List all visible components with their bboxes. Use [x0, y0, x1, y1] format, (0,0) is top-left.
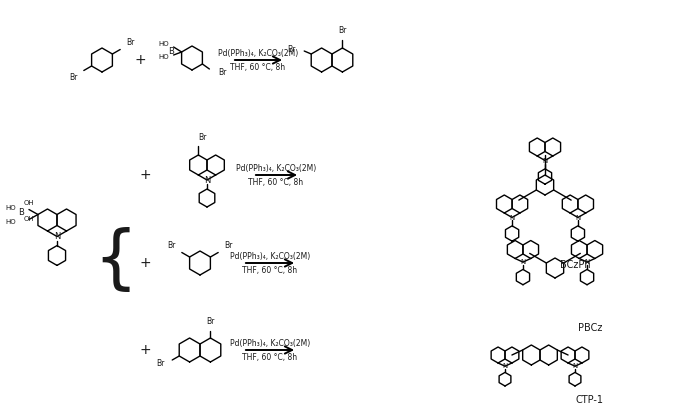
Text: CTP-1: CTP-1 [576, 395, 604, 405]
Text: Pd(PPh₃)₄, K₂CO₃(2M): Pd(PPh₃)₄, K₂CO₃(2M) [236, 164, 316, 173]
Text: N: N [575, 215, 581, 220]
Text: N: N [54, 232, 60, 241]
Text: N: N [502, 363, 508, 369]
Text: N: N [543, 158, 547, 164]
Text: BCzPh: BCzPh [560, 260, 590, 270]
Text: THF, 60 °C, 8h: THF, 60 °C, 8h [242, 352, 298, 361]
Text: Br: Br [199, 133, 207, 142]
Text: HO: HO [158, 41, 169, 47]
Text: Pd(PPh₃)₄, K₂CO₃(2M): Pd(PPh₃)₄, K₂CO₃(2M) [218, 49, 298, 58]
Text: THF, 60 °C, 8h: THF, 60 °C, 8h [248, 178, 304, 186]
Text: Br: Br [338, 26, 347, 35]
Text: N: N [585, 259, 590, 265]
Text: Br: Br [206, 317, 215, 326]
Text: THF, 60 °C, 8h: THF, 60 °C, 8h [230, 63, 286, 71]
Text: {: { [93, 227, 137, 293]
Text: Pd(PPh₃)₄, K₂CO₃(2M): Pd(PPh₃)₄, K₂CO₃(2M) [230, 251, 310, 261]
Text: Br: Br [219, 68, 227, 76]
Text: HO: HO [6, 219, 16, 225]
Text: Br: Br [156, 359, 164, 368]
Text: N: N [509, 215, 515, 220]
Text: +: + [134, 53, 146, 67]
Text: N: N [204, 176, 210, 185]
Text: +: + [139, 256, 151, 270]
Text: PBCz: PBCz [578, 323, 602, 333]
Text: Br: Br [167, 241, 176, 250]
Text: Br: Br [126, 38, 135, 47]
Text: B: B [18, 208, 24, 217]
Text: THF, 60 °C, 8h: THF, 60 °C, 8h [242, 266, 298, 274]
Text: Br: Br [69, 73, 78, 82]
Text: Pd(PPh₃)₄, K₂CO₃(2M): Pd(PPh₃)₄, K₂CO₃(2M) [230, 339, 310, 347]
Text: +: + [139, 168, 151, 182]
Text: OH: OH [24, 200, 35, 205]
Text: HO: HO [158, 54, 169, 60]
Text: HO: HO [6, 205, 16, 210]
Text: Br: Br [287, 44, 295, 54]
Text: OH: OH [24, 215, 35, 222]
Text: N: N [520, 259, 526, 265]
Text: B: B [167, 46, 174, 56]
Text: +: + [139, 343, 151, 357]
Text: Br: Br [224, 241, 233, 250]
Text: N: N [572, 363, 578, 369]
